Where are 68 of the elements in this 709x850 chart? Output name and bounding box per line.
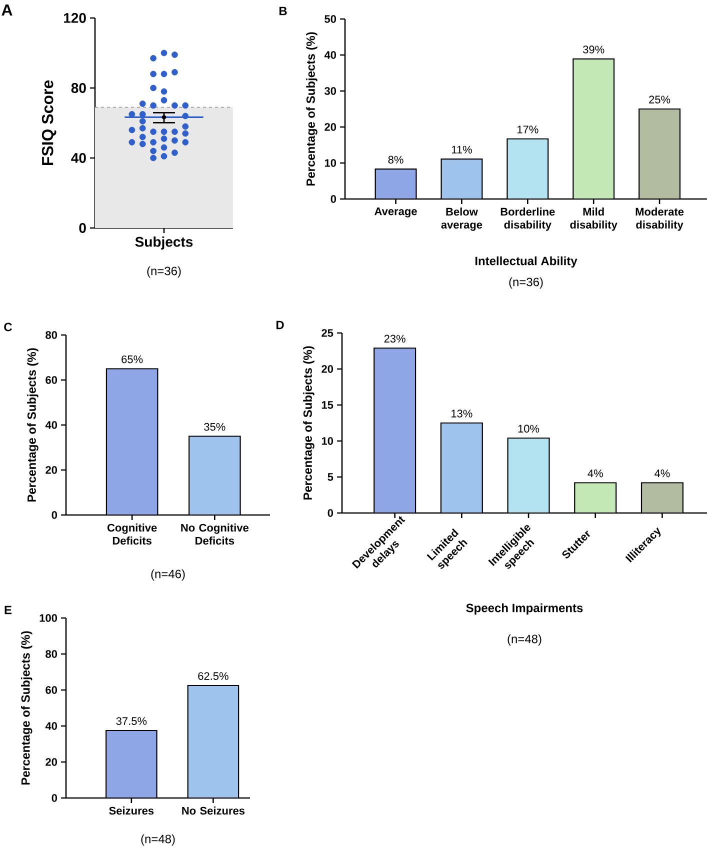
y-tick-label: 20 [46, 466, 58, 474]
data-label: 62.5% [198, 672, 228, 680]
y-tick-label: 100 [40, 614, 58, 622]
y-tick-label: 80 [46, 650, 58, 658]
y-tick-label: 25 [322, 329, 334, 337]
text: (n=36) [509, 277, 543, 289]
chart-title: D [276, 320, 284, 330]
y-axis-title: Percentage of Subjects (%) [27, 348, 38, 502]
y-tick-label: 10 [322, 437, 334, 445]
x-tick-label: Mild disability [570, 208, 618, 231]
x-tick-label: Moderate disability [636, 208, 684, 231]
data-label: 25% [649, 96, 670, 104]
x-tick-label: Below average [441, 208, 482, 231]
x-tick-label: Borderline disability [500, 208, 555, 231]
data-label: 4% [588, 470, 603, 478]
y-tick-label: 5 [328, 473, 334, 481]
y-tick-label: 0 [52, 794, 58, 802]
x-tick-label: Seizures [109, 806, 154, 815]
data-label: 37.5% [116, 717, 147, 725]
y-tick-label: 0 [79, 223, 86, 233]
y-tick-label: 80 [71, 83, 86, 93]
y-tick-label: 40 [45, 722, 58, 730]
chart-title: C [4, 322, 12, 332]
y-tick-label: 0 [328, 509, 334, 517]
y-tick-label: 50 [324, 15, 336, 23]
x-tick-label: Subjects [135, 236, 193, 250]
text: (n=36) [147, 266, 181, 278]
y-tick-label: 120 [64, 13, 86, 23]
x-axis-title: Intellectual Ability [475, 256, 578, 268]
data-label: 39% [583, 46, 604, 54]
y-tick-label: 60 [46, 686, 58, 694]
x-tick-label: Average [374, 208, 417, 218]
x-tick-label: No Cognitive Deficits [181, 524, 249, 545]
text: (n=46) [151, 569, 185, 581]
x-tick-label: Cognitive Deficits [107, 524, 157, 545]
data-label: 17% [517, 126, 538, 134]
data-label: 65% [122, 355, 143, 364]
y-tick-label: 20 [322, 365, 334, 373]
y-tick-label: 40 [45, 421, 58, 429]
x-tick-label: No Seizures [182, 806, 245, 815]
y-axis-title: Percentage of Subjects (%) [21, 631, 32, 785]
y-tick-label: 30 [324, 87, 336, 95]
data-label: 13% [451, 410, 472, 418]
y-tick-label: 0 [52, 511, 58, 519]
y-tick-label: 40 [71, 153, 86, 163]
y-tick-label: 10 [324, 159, 336, 167]
y-tick-label: 20 [324, 123, 336, 131]
y-tick-label: 0 [330, 195, 336, 203]
data-label: 35% [204, 422, 226, 431]
text: (n=48) [141, 834, 175, 846]
data-label: 4% [654, 470, 670, 478]
chart-title: B [279, 6, 287, 16]
chart-title: A [2, 4, 12, 16]
y-tick-label: 80 [46, 331, 58, 339]
data-label: 11% [452, 146, 472, 154]
data-label: 23% [384, 334, 406, 343]
y-axis-title: Percentage of Subjects (%) [306, 32, 318, 186]
data-label: 8% [388, 156, 404, 164]
x-axis-title: Speech Impairments [466, 603, 583, 615]
chart-title: E [4, 606, 12, 614]
y-tick-label: 15 [322, 401, 334, 409]
y-axis-title: FSIQ Score [42, 80, 56, 166]
y-tick-label: 20 [46, 758, 58, 766]
y-tick-label: 40 [324, 51, 336, 59]
text: (n=48) [508, 634, 542, 646]
data-label: 10% [518, 424, 540, 433]
y-axis-title: Percentage of Subjects (%) [303, 346, 314, 500]
y-tick-label: 60 [46, 376, 58, 384]
